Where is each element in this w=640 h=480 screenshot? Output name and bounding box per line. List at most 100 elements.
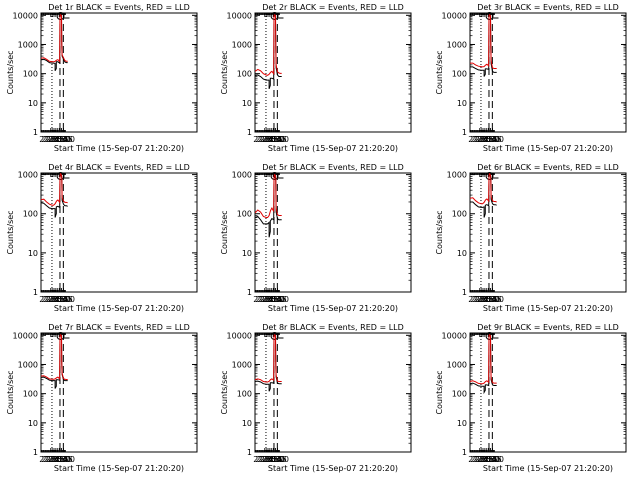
y-tick-label: 100: [237, 70, 252, 79]
x-axis-label: Start Time (15-Sep-07 21:20:20): [483, 304, 613, 313]
x-tick-label: 22:00: [44, 135, 67, 144]
x-tick-label: 21:45: [255, 455, 278, 464]
y-tick-label: 10: [242, 249, 252, 258]
x-tick-label: 22:00: [258, 455, 281, 464]
y-tick-label: 100: [23, 390, 38, 399]
y-tick-label: 10: [457, 99, 467, 108]
chart-title: Det 8r BLACK = Events, RED = LLD: [262, 323, 404, 332]
y-axis-label: Counts/sec: [220, 210, 229, 254]
x-tick-label: 22:30: [477, 295, 500, 304]
x-tick-label: 22:00: [44, 295, 67, 304]
x-tick-label: 21:30: [39, 135, 62, 144]
bracket-marker: [276, 12, 284, 19]
x-tick-label: 22:00: [258, 135, 281, 144]
y-tick-label: 10000: [13, 331, 38, 340]
y-tick-label: 10: [457, 419, 467, 428]
circle-marker: [485, 172, 494, 180]
y-tick-label: 100: [23, 210, 38, 219]
bracket-marker: [62, 332, 70, 339]
x-tick-label: 23:00: [52, 455, 75, 464]
x-tick-label: 21:45: [255, 295, 278, 304]
circle-marker: [270, 332, 279, 340]
circle-marker: [56, 12, 65, 20]
x-tick-label: 22:15: [46, 295, 69, 304]
x-tick-label: 22:30: [262, 135, 285, 144]
series-line-lld: [255, 334, 282, 383]
y-tick-label: 100: [237, 390, 252, 399]
x-tick-label: 21:30: [39, 295, 62, 304]
y-tick-label: 1: [247, 288, 252, 297]
x-tick-label: 22:00: [44, 455, 67, 464]
x-tick-label: 22:15: [46, 135, 69, 144]
chart-panel-6: Det 6r BLACK = Events, RED = LLD Counts/s…: [435, 163, 627, 313]
series-line-lld: [470, 14, 497, 69]
x-axis-label: Start Time (15-Sep-07 21:20:20): [483, 144, 613, 153]
y-tick-label: 1000: [232, 40, 252, 49]
x-tick-label: 21:30: [253, 135, 276, 144]
y-axis-label: Counts/sec: [6, 50, 15, 94]
y-tick-label: 1: [462, 128, 467, 137]
y-tick-label: 1: [247, 128, 252, 137]
x-tick-label: 23:00: [266, 455, 289, 464]
plot-frame: [40, 12, 198, 133]
y-tick-label: 1000: [232, 360, 252, 369]
chart-title: Det 2r BLACK = Events, RED = LLD: [262, 3, 404, 12]
x-tick-label: 22:15: [475, 455, 498, 464]
y-tick-label: 1: [33, 448, 38, 457]
circle-marker: [56, 172, 65, 180]
circle-marker: [270, 172, 279, 180]
x-tick-label: 22:45: [50, 455, 73, 464]
y-tick-label: 10: [28, 99, 38, 108]
y-tick-label: 1000: [232, 171, 252, 180]
bracket-marker: [62, 172, 70, 179]
series-line-lld: [255, 14, 282, 76]
y-tick-label: 1: [247, 448, 252, 457]
x-tick-label: 22:30: [262, 455, 285, 464]
y-tick-label: 100: [452, 70, 467, 79]
x-tick-label: 23:00: [481, 135, 504, 144]
chart-title: Det 6r BLACK = Events, RED = LLD: [477, 163, 619, 172]
y-tick-label: 1000: [18, 40, 38, 49]
bracket-marker: [62, 12, 70, 19]
x-tick-label: 22:15: [260, 135, 283, 144]
x-tick-label: 21:45: [41, 135, 64, 144]
x-tick-label: 22:45: [479, 135, 502, 144]
x-tick-label: 22:45: [264, 135, 287, 144]
series-line-lld: [41, 173, 68, 206]
chart-panel-3: Det 3r BLACK = Events, RED = LLD Counts/s…: [435, 3, 627, 153]
x-axis-label: Start Time (15-Sep-07 21:20:20): [54, 304, 184, 313]
x-axis-label: Start Time (15-Sep-07 21:20:20): [54, 144, 184, 153]
chart-panel-4: Det 4r BLACK = Events, RED = LLD Counts/s…: [6, 163, 198, 313]
y-tick-label: 10000: [227, 331, 252, 340]
y-axis-label: Counts/sec: [435, 370, 444, 414]
series-line-lld: [470, 173, 497, 205]
circle-marker: [56, 332, 65, 340]
x-tick-label: 22:45: [479, 455, 502, 464]
x-tick-label: 22:15: [46, 455, 69, 464]
series-line-events: [255, 334, 282, 392]
y-axis-label: Counts/sec: [435, 50, 444, 94]
chart-panel-1: Det 1r BLACK = Events, RED = LLD Counts/s…: [6, 3, 198, 153]
x-tick-label: 22:30: [262, 295, 285, 304]
y-tick-label: 1000: [447, 171, 467, 180]
y-axis-label: Counts/sec: [220, 370, 229, 414]
y-axis-label: Counts/sec: [435, 210, 444, 254]
bracket-marker: [276, 332, 284, 339]
x-tick-label: 22:00: [473, 455, 496, 464]
y-tick-label: 100: [237, 210, 252, 219]
x-axis-label: Start Time (15-Sep-07 21:20:20): [268, 144, 398, 153]
x-tick-label: 22:15: [475, 295, 498, 304]
x-tick-label: 21:45: [470, 455, 493, 464]
x-tick-label: 22:45: [50, 135, 73, 144]
y-tick-label: 10: [28, 249, 38, 258]
x-tick-label: 22:30: [48, 135, 71, 144]
plot-frame: [40, 332, 198, 453]
y-tick-label: 1: [462, 448, 467, 457]
bracket-marker: [276, 172, 284, 179]
series-line-events: [41, 174, 68, 218]
x-tick-label: 23:00: [52, 135, 75, 144]
x-tick-label: 22:15: [260, 455, 283, 464]
x-tick-label: 22:00: [473, 135, 496, 144]
x-tick-label: 22:30: [48, 455, 71, 464]
y-tick-label: 10000: [13, 11, 38, 20]
